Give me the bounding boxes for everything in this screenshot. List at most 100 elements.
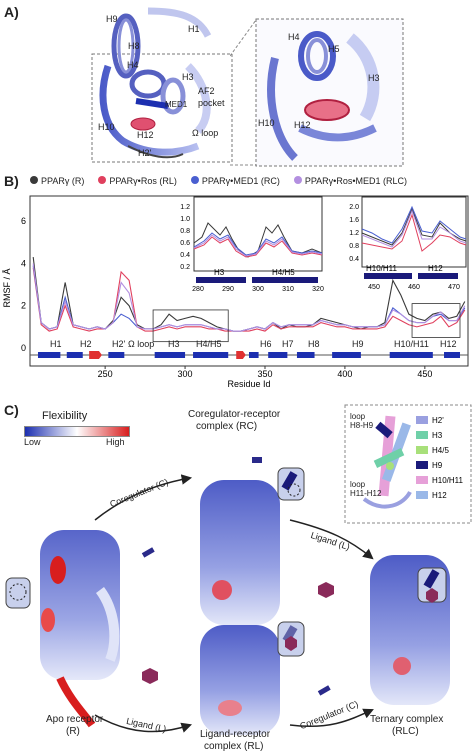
inset1-ytick-0: 1.2	[180, 204, 190, 211]
x-tick-label: 450	[417, 369, 432, 379]
panel-c-scheme	[5, 457, 450, 735]
inset2-bar-h1011	[364, 273, 412, 279]
inset2-xtick-2: 470	[448, 284, 460, 291]
inset2-ytick-1: 1.6	[349, 217, 359, 224]
ternary-label-2: (RLC)	[392, 726, 419, 737]
inset-label-h4: H4	[288, 32, 300, 42]
inset-label-h10: H10	[258, 118, 275, 128]
ligand-marker-2	[318, 582, 334, 598]
legend-item-rc: PPARγ•MED1 (RC)	[190, 176, 280, 186]
coregulator-marker-2	[317, 685, 331, 696]
flexibility-title: Flexibility	[42, 410, 88, 422]
helix-label-h1011: H10/H11	[394, 339, 429, 349]
loop-h11h12-label-1: loop	[350, 480, 366, 489]
key-label-h9: H9	[432, 461, 443, 470]
legend: PPARγ (R) PPARγ•Ros (RL) PPARγ•MED1 (RC)…	[30, 176, 407, 186]
panel-c-letter: C)	[4, 402, 19, 418]
inset1-bar-label-h3: H3	[214, 268, 225, 277]
loop-h8h9-label-1: loop	[350, 412, 366, 421]
helix-segment	[296, 352, 315, 358]
strand-arrow	[236, 351, 246, 359]
label-h12: H12	[137, 130, 154, 140]
helix-segment	[444, 352, 461, 358]
arrow-apo-to-rc	[94, 474, 193, 521]
inset2-line-rl	[361, 213, 467, 252]
ternary-structure	[370, 555, 450, 705]
x-tick-label: 250	[98, 369, 113, 379]
helix-label-h12: H12	[440, 339, 457, 349]
series-line-3	[32, 263, 466, 332]
helix-segment	[108, 352, 125, 358]
label-h2prime: H2'	[138, 148, 152, 158]
inset2-ytick-0: 2.0	[349, 204, 359, 211]
panel-a-inset-zoom	[255, 18, 404, 167]
key-label-h2p: H2'	[432, 416, 444, 425]
panel-a-protein-cartoon	[91, 7, 233, 163]
legend-swatch-rlc	[293, 176, 302, 184]
inset2-bar-label-h12: H12	[428, 264, 443, 273]
rmsf-chart: 0 2 4 6 250 300 350 400 450 RMSF / Å Residue Id	[2, 195, 469, 388]
x-tick-label: 400	[337, 369, 352, 379]
inset1-bar-h45	[252, 277, 318, 283]
label-pocket: pocket	[198, 98, 225, 108]
legend-swatch-rl	[98, 176, 107, 184]
inset-plot-h3-h45: 1.2 1.0 0.8 0.6 0.4 0.2 H3 H4/H5 280 290…	[180, 196, 324, 293]
helix-label-h1: H1	[50, 339, 62, 349]
arrow-apo-to-rl	[94, 714, 192, 733]
helix-label-h6: H6	[260, 339, 272, 349]
x-tick-label: 300	[178, 369, 193, 379]
ligand-marker-1	[142, 668, 158, 684]
rl-structure	[200, 621, 305, 735]
label-h10: H10	[98, 122, 115, 132]
y-tick-label: 4	[21, 258, 26, 268]
helix-segment	[389, 352, 433, 358]
inset2-xtick-0: 450	[368, 284, 380, 291]
inset2-line-rlc	[361, 209, 467, 248]
legend-swatch-r	[30, 176, 38, 184]
label-af2: AF2	[198, 86, 215, 96]
rl-label-2: complex (RL)	[204, 741, 264, 752]
rc-title-2: complex (RC)	[196, 421, 258, 432]
helix-label-h3: H3	[168, 339, 180, 349]
apo-receptor-structure	[5, 530, 120, 728]
inset1-line-rl	[193, 236, 323, 258]
helix-segment	[249, 352, 259, 358]
inset1-xtick-3: 310	[282, 286, 294, 293]
helix-segment	[154, 352, 186, 358]
inset1-ytick-1: 1.0	[180, 216, 190, 223]
label-h1: H1	[188, 24, 200, 34]
rc-title-1: Coregulator-receptor	[188, 409, 281, 420]
loop-h8h9-label-2: H8-H9	[350, 421, 374, 430]
inset2-bar-label-h1011: H10/H11	[366, 264, 398, 273]
rl-label-1: Ligand-receptor	[200, 729, 271, 740]
helix-label-h45: H4/H5	[196, 339, 222, 349]
inset2-bar-h12	[418, 273, 458, 279]
inset1-ytick-4: 0.4	[180, 252, 190, 259]
inset2-ytick-4: 0.4	[349, 256, 359, 263]
label-omega-loop: Ω loop	[192, 128, 219, 138]
legend-item-rl: PPARγ•Ros (RL)	[98, 176, 177, 186]
inset-label-h3: H3	[368, 73, 380, 83]
key-swatch-h2p	[416, 416, 428, 424]
inset1-xtick-2: 300	[252, 286, 264, 293]
helix-segment	[268, 352, 288, 358]
legend-label-r: PPARγ (R)	[41, 176, 85, 186]
helix-key-inset: H2' H3 H4/5 H9 H10/H11 H12	[344, 404, 472, 524]
plot-frame	[29, 195, 469, 367]
panel-a-letter: A)	[4, 4, 19, 20]
helix-segment	[66, 352, 83, 358]
label-h8: H8	[128, 41, 140, 51]
arrow-rl-to-ternary	[289, 708, 374, 728]
label-h9: H9	[106, 14, 118, 24]
label-med1: MED1	[165, 100, 188, 109]
inset2-ytick-3: 0.8	[349, 243, 359, 250]
key-swatch-h3	[416, 431, 428, 439]
legend-label-rl: PPARγ•Ros (RL)	[109, 176, 177, 186]
inset1-xtick-1: 290	[222, 286, 234, 293]
helix-segment	[332, 352, 361, 358]
key-swatch-h12	[416, 491, 428, 499]
y-tick-label: 6	[21, 216, 26, 226]
label-h4: H4	[127, 60, 139, 70]
arrow-rc-to-ternary	[289, 519, 374, 560]
helix-label-h7: H7	[282, 339, 294, 349]
